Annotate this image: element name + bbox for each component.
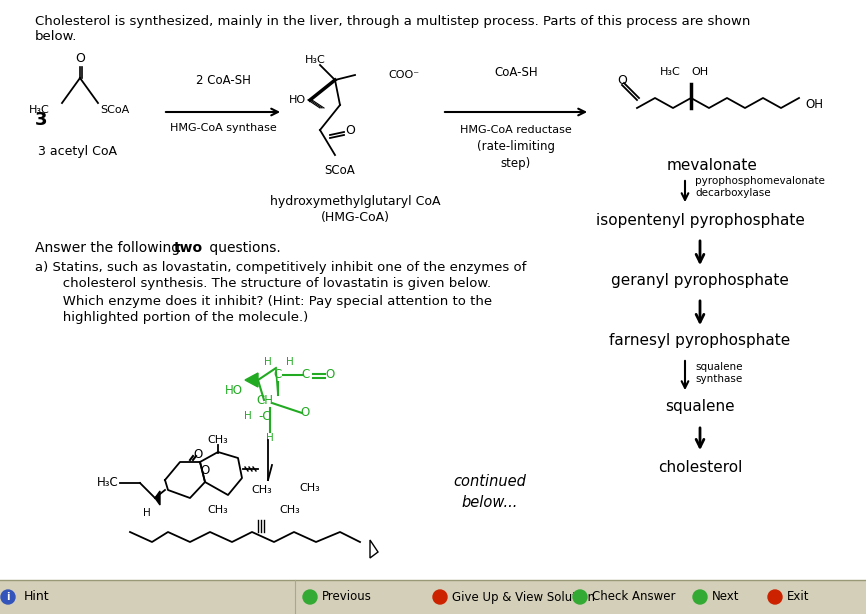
Text: Next: Next: [712, 591, 740, 604]
Text: O: O: [326, 368, 334, 381]
Text: Answer the following: Answer the following: [35, 241, 184, 255]
Bar: [0, 580, 866, 614]
Text: O: O: [617, 74, 627, 87]
Text: 3 acetyl CoA: 3 acetyl CoA: [38, 145, 118, 158]
Text: O: O: [345, 123, 355, 136]
Text: geranyl pyrophosphate: geranyl pyrophosphate: [611, 273, 789, 287]
Text: Which enzyme does it inhibit? (Hint: Pay special attention to the: Which enzyme does it inhibit? (Hint: Pay…: [50, 295, 492, 308]
Text: Give Up & View Solution: Give Up & View Solution: [452, 591, 595, 604]
Text: below.: below.: [35, 30, 77, 43]
Text: H: H: [143, 508, 151, 518]
Text: SCoA: SCoA: [100, 105, 129, 115]
Circle shape: [693, 590, 707, 604]
Text: mevalonate: mevalonate: [667, 158, 758, 173]
Text: CH₃: CH₃: [280, 505, 301, 515]
Text: CoA-SH: CoA-SH: [494, 66, 538, 79]
Text: highlighted portion of the molecule.): highlighted portion of the molecule.): [50, 311, 308, 325]
Text: OH: OH: [691, 67, 708, 77]
Polygon shape: [245, 373, 258, 387]
Text: COO⁻: COO⁻: [388, 70, 419, 80]
Text: -C: -C: [258, 410, 270, 422]
Text: 3: 3: [35, 111, 48, 129]
Text: HO: HO: [289, 95, 306, 105]
Text: CH₃: CH₃: [300, 483, 320, 493]
Text: farnesyl pyrophosphate: farnesyl pyrophosphate: [610, 333, 791, 348]
Text: O: O: [200, 464, 210, 476]
Text: C: C: [274, 368, 282, 381]
Text: CH₃: CH₃: [252, 485, 273, 495]
Text: SCoA: SCoA: [325, 163, 355, 176]
Text: 2 CoA-SH: 2 CoA-SH: [196, 74, 250, 87]
Text: two: two: [174, 241, 204, 255]
Text: i: i: [6, 592, 10, 602]
Circle shape: [768, 590, 782, 604]
Circle shape: [573, 590, 587, 604]
Text: CH: CH: [256, 394, 274, 406]
Text: questions.: questions.: [205, 241, 281, 255]
Polygon shape: [370, 540, 378, 558]
Text: (rate-limiting
step): (rate-limiting step): [477, 140, 555, 170]
Text: H: H: [266, 433, 274, 443]
Text: H₃C: H₃C: [305, 55, 326, 65]
Text: CH₃: CH₃: [208, 505, 229, 515]
Text: HMG-CoA reductase: HMG-CoA reductase: [460, 125, 572, 135]
Text: Exit: Exit: [787, 591, 810, 604]
Text: H: H: [264, 357, 272, 367]
Text: HMG-CoA synthase: HMG-CoA synthase: [170, 123, 276, 133]
Text: squalene
synthase: squalene synthase: [695, 362, 742, 384]
Text: O: O: [193, 448, 203, 462]
Text: a) Statins, such as lovastatin, competitively inhibit one of the enzymes of: a) Statins, such as lovastatin, competit…: [35, 260, 527, 273]
Text: H₃C: H₃C: [660, 67, 681, 77]
Text: H: H: [286, 357, 294, 367]
Text: Hint: Hint: [24, 591, 49, 604]
Text: H: H: [244, 411, 252, 421]
Circle shape: [303, 590, 317, 604]
Text: cholesterol: cholesterol: [658, 459, 742, 475]
Text: OH: OH: [805, 98, 823, 112]
Text: isopentenyl pyrophosphate: isopentenyl pyrophosphate: [596, 212, 805, 228]
Text: CH₃: CH₃: [208, 435, 229, 445]
Text: pyrophosphomevalonate
decarboxylase: pyrophosphomevalonate decarboxylase: [695, 176, 825, 198]
Text: HO: HO: [225, 384, 243, 397]
Text: squalene: squalene: [665, 400, 735, 414]
Text: cholesterol synthesis. The structure of lovastatin is given below.: cholesterol synthesis. The structure of …: [50, 278, 491, 290]
Circle shape: [1, 590, 15, 604]
Text: H₃C: H₃C: [97, 476, 119, 489]
Polygon shape: [155, 491, 160, 505]
Circle shape: [433, 590, 447, 604]
Text: O: O: [301, 406, 310, 419]
Text: C: C: [301, 368, 309, 381]
Text: continued
below...: continued below...: [454, 474, 527, 510]
Text: Previous: Previous: [322, 591, 372, 604]
Text: hydroxymethylglutaryl CoA
(HMG-CoA): hydroxymethylglutaryl CoA (HMG-CoA): [269, 195, 440, 224]
Text: Cholesterol is synthesized, mainly in the liver, through a multistep process. Pa: Cholesterol is synthesized, mainly in th…: [35, 15, 750, 28]
Text: H₃C: H₃C: [29, 105, 50, 115]
Text: O: O: [75, 52, 85, 64]
Text: Check Answer: Check Answer: [592, 591, 675, 604]
